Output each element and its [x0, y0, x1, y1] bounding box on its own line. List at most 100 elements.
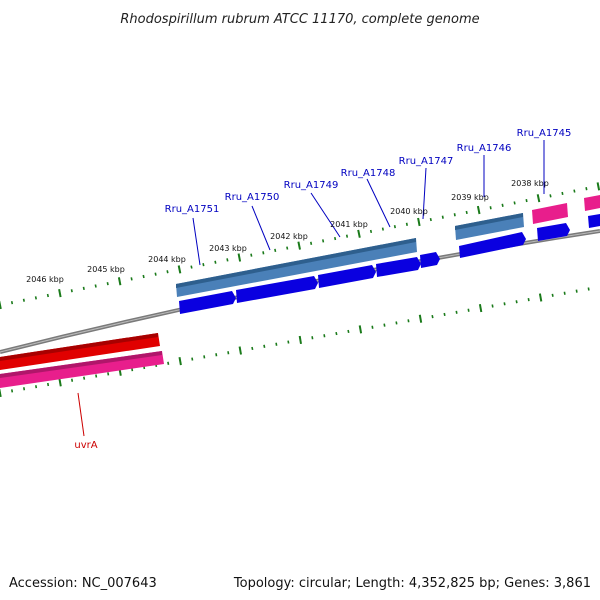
tick-label-2046: 2046 kbp	[26, 275, 64, 284]
cds-rru-a1749	[318, 265, 376, 288]
track-tick	[467, 308, 470, 312]
leader-rru-a1747	[422, 167, 427, 220]
inner-tick-track	[0, 287, 590, 398]
pink-feature-rru-a1745	[532, 203, 568, 224]
track-tick	[358, 325, 363, 334]
tick-label-2040: 2040 kbp	[390, 207, 428, 216]
track-tick	[0, 388, 2, 398]
track-tick	[441, 215, 444, 219]
leader-lines	[192, 140, 545, 266]
track-tick	[274, 248, 277, 253]
track-tick	[286, 246, 289, 250]
label-rru-a1748: Rru_A1748	[341, 168, 396, 179]
feature-rru-a1751-rna-shade	[176, 238, 416, 288]
track-tick	[573, 189, 576, 193]
track-tick	[322, 239, 325, 243]
leader-rru-a1750	[251, 205, 271, 251]
track-tick	[417, 217, 421, 227]
pink-feature-uvra-shade	[0, 351, 162, 378]
track-tick	[536, 194, 541, 203]
track-tick	[551, 293, 554, 297]
track-tick	[596, 182, 600, 191]
track-tick	[383, 323, 386, 327]
label-rru-a1746: Rru_A1746	[457, 143, 512, 154]
track-tick	[381, 227, 384, 231]
track-tick	[35, 385, 38, 389]
track-tick	[251, 346, 254, 351]
track-tick	[262, 251, 265, 255]
track-tick	[34, 296, 37, 300]
track-tick	[263, 344, 266, 348]
cds-next-right	[588, 214, 600, 228]
track-tick	[334, 236, 337, 241]
track-tick	[238, 346, 242, 355]
track-tick	[527, 297, 530, 302]
track-tick	[503, 302, 506, 306]
track-tick	[275, 342, 278, 346]
cds-rru-a1746	[459, 232, 526, 258]
track-tick	[489, 206, 492, 210]
track-tick	[395, 321, 398, 325]
track-tick	[465, 210, 468, 215]
track-tick	[0, 300, 2, 310]
track-tick	[166, 270, 169, 274]
track-tick	[142, 274, 145, 279]
tick-label-2045: 2045 kbp	[87, 265, 125, 274]
tick-label-2044: 2044 kbp	[148, 255, 186, 264]
label-rru-a1751: Rru_A1751	[165, 204, 220, 215]
track-tick	[431, 314, 434, 319]
track-tick	[23, 387, 26, 391]
track-tick	[407, 319, 410, 323]
track-tick	[226, 258, 229, 262]
track-tick	[47, 382, 50, 387]
tick-label-2042: 2042 kbp	[270, 232, 308, 241]
label-rru-a1749: Rru_A1749	[284, 180, 339, 191]
track-tick	[178, 357, 182, 366]
track-tick	[10, 301, 14, 305]
track-tick	[371, 325, 374, 329]
track-tick	[46, 293, 49, 298]
track-tick	[538, 293, 543, 302]
track-tick	[585, 187, 588, 191]
track-tick	[405, 222, 408, 226]
leader-rru-a1751	[192, 217, 201, 266]
cds-rru-a1751	[179, 291, 236, 314]
track-tick	[58, 378, 62, 387]
track-tick	[418, 314, 423, 323]
track-tick	[298, 335, 302, 345]
track-tick	[476, 205, 481, 215]
track-tick	[323, 334, 326, 338]
track-tick	[191, 357, 194, 361]
track-tick	[335, 331, 338, 336]
track-tick	[575, 289, 578, 293]
leader-rru-a1748	[366, 178, 391, 228]
track-tick	[22, 298, 25, 302]
track-tick	[130, 277, 133, 281]
track-tick	[177, 265, 182, 274]
tick-label-2043: 2043 kbp	[209, 244, 247, 253]
cds-rru-a1748	[376, 257, 421, 277]
track-tick	[369, 229, 373, 234]
track-tick	[154, 272, 157, 276]
track-tick	[83, 376, 86, 380]
track-tick	[429, 217, 432, 222]
track-tick	[587, 287, 590, 291]
cds-rru-a1750	[236, 276, 318, 303]
track-tick	[202, 263, 205, 267]
track-tick	[107, 372, 110, 376]
track-tick	[478, 304, 483, 313]
pink-feature-right	[584, 195, 600, 211]
track-tick	[311, 336, 314, 340]
cds-rru-a1745	[537, 223, 570, 241]
track-tick	[310, 241, 313, 245]
track-tick	[117, 277, 122, 286]
track-tick	[549, 194, 552, 198]
genome-summary-text: Topology: circular; Length: 4,352,825 bp…	[233, 576, 591, 591]
accession-text: Accession: NC_007643	[9, 576, 157, 591]
track-tick	[393, 225, 396, 229]
cds-rru-a1747	[420, 252, 440, 268]
track-tick	[250, 253, 253, 257]
track-tick	[106, 282, 109, 286]
tick-label-2039: 2039 kbp	[451, 193, 489, 202]
